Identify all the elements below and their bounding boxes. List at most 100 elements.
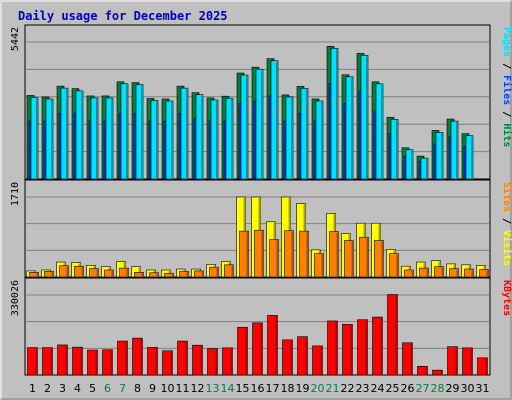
x-label-day-27: 27 xyxy=(416,382,430,395)
bar-shade xyxy=(51,272,54,277)
legend-part: / xyxy=(501,212,512,230)
chart-title: Daily usage for December 2025 xyxy=(18,9,228,23)
bar-shade xyxy=(231,265,234,277)
bar-shade xyxy=(230,348,233,375)
bar-shade xyxy=(320,346,323,375)
x-label-day-5: 5 xyxy=(89,382,96,395)
bar-shade xyxy=(111,270,114,277)
bar-shade xyxy=(81,267,84,277)
bar-shade xyxy=(366,238,369,277)
bar-shade xyxy=(246,232,249,277)
bar-shade xyxy=(455,347,458,375)
bar-shade xyxy=(351,77,353,179)
bar-shade xyxy=(351,241,354,277)
bar-shade xyxy=(306,232,309,277)
bar-shade xyxy=(126,84,128,179)
chart-panels: 5442 Pages / Files / Hits 1710 Sites / Visi… xyxy=(10,24,512,376)
bar-shade xyxy=(80,348,83,375)
bar-shade xyxy=(470,348,473,375)
bar-shade xyxy=(381,84,383,179)
bar-shade xyxy=(186,89,188,179)
bar-shade xyxy=(111,98,113,179)
x-label-day-26: 26 xyxy=(401,382,415,395)
bar-shade xyxy=(96,98,98,179)
bar-shade xyxy=(155,348,158,375)
bar-shade xyxy=(170,351,173,375)
bar-shade xyxy=(275,316,278,375)
legend-part: Hits xyxy=(501,123,512,147)
x-label-day-16: 16 xyxy=(251,382,265,395)
bar-shade xyxy=(245,328,248,375)
x-label-day-9: 9 xyxy=(149,382,156,395)
bar-shade xyxy=(215,349,218,375)
bar-shade xyxy=(66,266,69,277)
bar-shade xyxy=(306,89,308,179)
bar-shade xyxy=(95,351,98,375)
bar-shade xyxy=(65,345,68,375)
bar-shade xyxy=(486,270,489,277)
bar-shade xyxy=(441,133,443,179)
bar-shade xyxy=(185,342,188,375)
panel-top: 5442 Pages / Files / Hits xyxy=(10,24,512,180)
bar-shade xyxy=(246,76,248,179)
bar-shade xyxy=(456,122,458,179)
panel-middle: 1710 Sites / Visits xyxy=(10,179,512,278)
x-label-day-28: 28 xyxy=(431,382,445,395)
x-label-day-14: 14 xyxy=(221,382,235,395)
x-label-day-8: 8 xyxy=(134,382,141,395)
bar-shade xyxy=(396,254,399,277)
bar-shade xyxy=(441,267,444,277)
bar-shade xyxy=(366,56,368,180)
bar-shade xyxy=(110,350,113,375)
bar-shade xyxy=(141,273,144,277)
bar-shade xyxy=(411,270,414,277)
bar-shade xyxy=(365,320,368,375)
bar-shade xyxy=(261,231,264,277)
bar-shade xyxy=(321,101,323,179)
bar-shade xyxy=(291,97,293,179)
bar-shade xyxy=(425,367,428,375)
x-label-day-7: 7 xyxy=(119,382,126,395)
bar-shade xyxy=(186,272,189,277)
panel-legend: Pages / Files / Hits xyxy=(501,27,512,147)
panel-bottom: 330026 KBytes xyxy=(10,277,512,376)
y-max-label: 5442 xyxy=(10,27,21,51)
x-label-day-22: 22 xyxy=(341,382,355,395)
bar-shade xyxy=(50,348,53,375)
bar-shade xyxy=(201,271,204,277)
bar-shade xyxy=(216,100,218,179)
bar-shade xyxy=(171,101,173,179)
bar-shade xyxy=(96,269,99,277)
bar-shade xyxy=(396,120,398,179)
x-label-day-6: 6 xyxy=(104,382,111,395)
x-label-day-13: 13 xyxy=(206,382,220,395)
bar-shade xyxy=(485,358,488,375)
bar-shade xyxy=(276,61,278,179)
x-label-day-10: 10 xyxy=(161,382,175,395)
legend-part: KBytes xyxy=(501,280,512,316)
bar-shade xyxy=(471,270,474,277)
legend-part: Files xyxy=(501,75,512,105)
x-label-day-15: 15 xyxy=(236,382,250,395)
bar-shade xyxy=(411,150,413,179)
bar-shade xyxy=(216,268,219,277)
bar-shade xyxy=(381,241,384,277)
bar-shade xyxy=(456,269,459,277)
x-label-day-24: 24 xyxy=(371,382,385,395)
bar-shade xyxy=(410,343,413,375)
y-max-label: 1710 xyxy=(10,182,21,206)
bar-shade xyxy=(426,269,429,277)
panel-legend: Sites / Visits xyxy=(501,182,512,266)
x-label-day-11: 11 xyxy=(176,382,190,395)
bar-shade xyxy=(321,254,324,277)
bar-shade xyxy=(440,371,443,375)
bar-shade xyxy=(336,49,338,179)
bar-shade xyxy=(395,295,398,375)
bar-shade xyxy=(231,99,233,179)
bar-shade xyxy=(125,342,128,375)
x-label-day-30: 30 xyxy=(461,382,475,395)
bar-shade xyxy=(471,136,473,179)
bar-shade xyxy=(36,273,39,277)
